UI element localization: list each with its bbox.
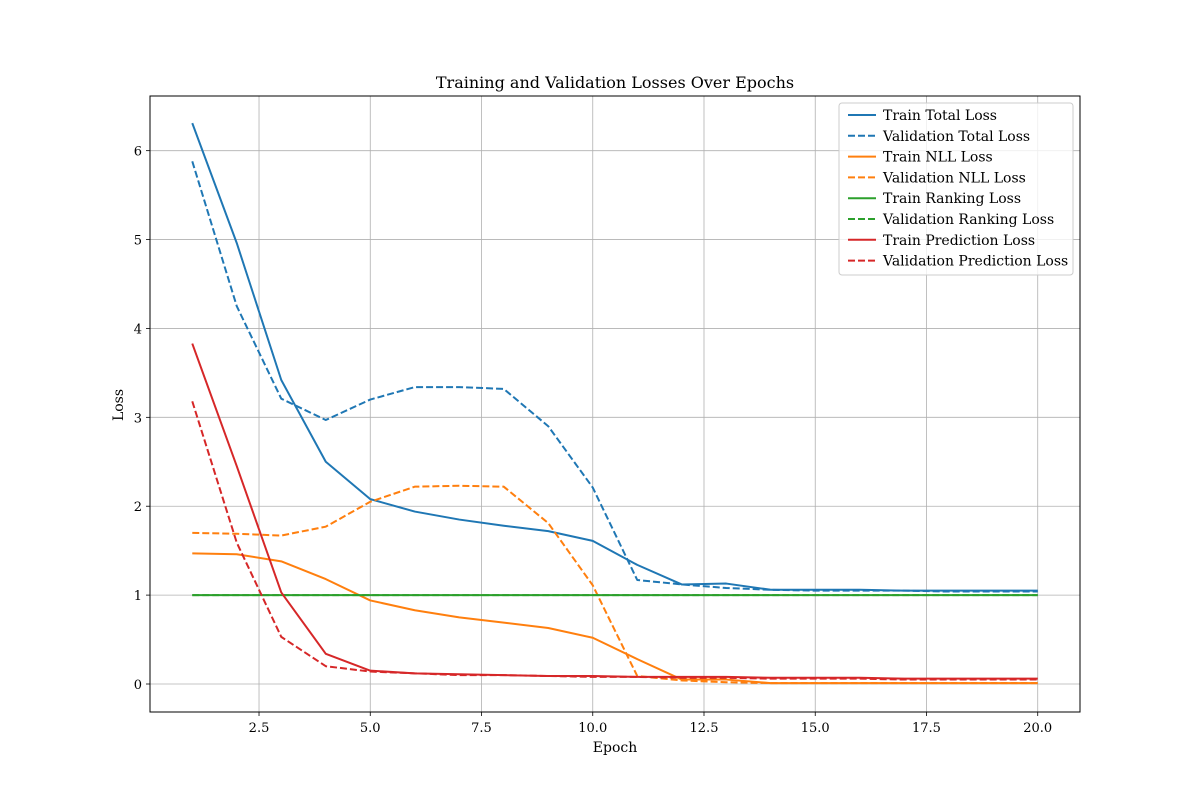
- plot-frame: [149, 95, 1081, 713]
- x-tick-label: 15.0: [801, 721, 830, 736]
- series-line-validation-total-loss: [191, 161, 1038, 593]
- y-axis-label: Loss: [111, 389, 127, 421]
- y-tick-label: 1: [134, 589, 142, 604]
- y-tick-label: 2: [134, 500, 142, 515]
- series-line-validation-nll-loss: [192, 484, 1038, 685]
- x-tick-label: 12.5: [690, 721, 719, 736]
- legend-entry-label: Validation NLL Loss: [882, 170, 1026, 186]
- x-tick-label: 2.5: [249, 721, 270, 736]
- x-tick-label: 10.0: [578, 721, 607, 736]
- x-axis-label: Epoch: [593, 740, 637, 756]
- legend-entry-label: Train Ranking Loss: [883, 191, 1021, 207]
- legend-entry-label: Validation Ranking Loss: [882, 212, 1054, 228]
- y-tick-label: 4: [134, 322, 142, 337]
- series-lines: [191, 122, 1038, 685]
- legend-entry-label: Train NLL Loss: [883, 150, 993, 166]
- legend: Train Total Loss Validation Total Loss Tra…: [838, 102, 1074, 276]
- y-tick-label: 0: [134, 678, 142, 693]
- x-tick-label: 20.0: [1023, 721, 1052, 736]
- chart-title: Training and Validation Losses Over Epoc…: [436, 73, 794, 92]
- y-tick-label: 5: [134, 234, 142, 249]
- legend-entry-label: Validation Total Loss: [882, 129, 1030, 145]
- x-tick-label: 17.5: [912, 721, 941, 736]
- legend-entry-label: Train Prediction Loss: [883, 233, 1035, 249]
- y-tick-label: 3: [134, 411, 142, 426]
- legend-entry-label: Train Total Loss: [883, 108, 997, 124]
- series-line-validation-prediction-loss: [191, 401, 1038, 681]
- x-tick-label: 5.0: [360, 721, 381, 736]
- legend-entry-label: Validation Prediction Loss: [882, 254, 1068, 270]
- axis-ticks: 2.5 5.0 7.5 10.0 12.5 15.0 17.5 20.0 0 1 2 3 4 5 6: [134, 145, 1052, 736]
- y-tick-label: 6: [134, 145, 142, 160]
- x-tick-label: 7.5: [471, 721, 492, 736]
- legend-box: [838, 102, 1074, 276]
